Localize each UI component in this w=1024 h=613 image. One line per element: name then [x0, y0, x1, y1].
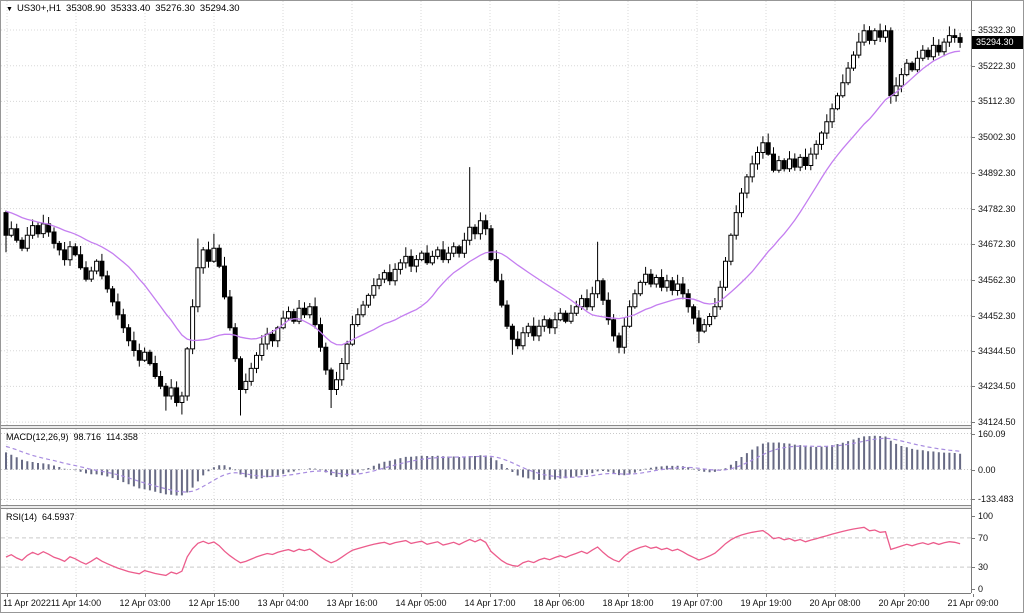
axis-tick [971, 209, 975, 210]
price-axis-label: 34234.50 [978, 381, 1016, 391]
axis-divider [1, 593, 971, 594]
time-tick [559, 594, 560, 597]
rsi-line [5, 526, 961, 577]
axis-tick [971, 386, 975, 387]
panel-separator[interactable] [1, 425, 971, 429]
axis-tick [971, 173, 975, 174]
time-axis-label: 11 Apr 2022 [3, 598, 51, 608]
price-axis-label: 34452.30 [978, 311, 1016, 321]
time-axis-label: 13 Apr 04:00 [257, 598, 309, 608]
time-tick [421, 594, 422, 597]
axis-tick [971, 589, 975, 590]
rsi-axis-label: 0 [978, 584, 984, 594]
price-axis-label: 34892.30 [978, 168, 1016, 178]
macd-axis-label: 160.09 [978, 429, 1006, 439]
price-axis-label: 34344.50 [978, 346, 1016, 356]
time-axis-label: 19 Apr 07:00 [671, 598, 723, 608]
axis-tick [971, 422, 975, 423]
bear-candles [3, 30, 963, 403]
chart-symbol-header: ▼ US30+,H1 35308.90 35333.40 35276.30 35294.3… [6, 3, 245, 14]
time-axis-label: 21 Apr 09:00 [947, 598, 999, 608]
axis-tick [971, 66, 975, 67]
time-tick [490, 594, 491, 597]
time-axis-label: 12 Apr 15:00 [188, 598, 240, 608]
macd-signal-value: 114.358 [106, 432, 138, 442]
axis-tick [971, 244, 975, 245]
symbol-dropdown-icon[interactable]: ▼ [6, 6, 13, 13]
bar-open-value: 35308.90 [66, 3, 106, 14]
time-axis-label: 19 Apr 19:00 [740, 598, 792, 608]
time-tick [766, 594, 767, 597]
rsi-axis-label: 100 [978, 511, 994, 521]
time-tick [214, 594, 215, 597]
time-tick [835, 594, 836, 597]
current-price-badge: 35294.30 [972, 36, 1023, 49]
axis-tick [971, 470, 975, 471]
time-axis-label: 12 Apr 03:00 [119, 598, 171, 608]
rsi-panel-plot[interactable] [1, 509, 971, 593]
axis-tick [971, 351, 975, 352]
axis-tick [971, 101, 975, 102]
price-axis-label: 35002.30 [978, 132, 1016, 142]
time-axis-label: 20 Apr 20:00 [878, 598, 930, 608]
axis-tick [971, 280, 975, 281]
price-chart-plot[interactable] [1, 1, 971, 425]
time-tick [145, 594, 146, 597]
time-axis-label: 18 Apr 18:00 [602, 598, 654, 608]
macd-histogram [5, 435, 962, 496]
price-axis-label: 35332.30 [978, 25, 1016, 35]
macd-axis-label: -133.483 [978, 494, 1014, 504]
price-axis-label: 35222.30 [978, 61, 1016, 71]
time-axis-label: 14 Apr 05:00 [395, 598, 447, 608]
time-tick [7, 594, 8, 597]
rsi-name: RSI(14) [6, 512, 38, 522]
axis-tick [971, 137, 975, 138]
time-tick [352, 594, 353, 597]
price-axis-label: 34124.50 [978, 417, 1016, 427]
price-axis-label: 34562.30 [978, 275, 1016, 285]
time-axis-label: 20 Apr 08:00 [809, 598, 861, 608]
axis-tick [971, 516, 975, 517]
axis-tick [971, 316, 975, 317]
price-axis-label: 34672.30 [978, 239, 1016, 249]
time-tick [628, 594, 629, 597]
time-axis[interactable]: 11 Apr 2022 11 Apr 14:00 12 Apr 03:00 12 Ap… [1, 594, 1023, 612]
axis-tick [971, 499, 975, 500]
bar-low-value: 35276.30 [155, 3, 195, 14]
macd-indicator-label: MACD(12,26,9) 98.716 114.358 [6, 432, 143, 442]
time-axis-label: 13 Apr 16:00 [326, 598, 378, 608]
axis-tick [971, 30, 975, 31]
price-axis-label: 35112.30 [978, 96, 1015, 106]
axis-tick [971, 567, 975, 568]
panel-separator[interactable] [1, 505, 971, 509]
macd-axis-label: 0.00 [978, 465, 996, 475]
time-axis-label: 18 Apr 06:00 [533, 598, 585, 608]
rsi-value: 64.5937 [42, 512, 75, 522]
macd-signal-line [5, 437, 961, 493]
axis-tick [971, 434, 975, 435]
bull-candles [8, 30, 952, 403]
rsi-axis-label: 70 [978, 533, 989, 543]
time-axis-label: 11 Apr 14:00 [50, 598, 102, 608]
bar-close-value: 35294.30 [199, 3, 240, 14]
rsi-indicator-label: RSI(14) 64.5937 [6, 512, 80, 522]
moving-average-line [5, 50, 961, 346]
price-axis-label: 34782.30 [978, 204, 1016, 214]
macd-value: 98.716 [73, 432, 102, 442]
price-axis[interactable]: 35294.30 35332.30 35222.30 35112.30 35002.3… [971, 1, 1023, 594]
symbol-timeframe-label: US30+,H1 [16, 3, 62, 14]
time-tick [76, 594, 77, 597]
time-tick [973, 594, 974, 597]
axis-tick [971, 538, 975, 539]
time-axis-label: 14 Apr 17:00 [464, 598, 516, 608]
rsi-axis-label: 30 [978, 562, 989, 572]
macd-panel-plot[interactable] [1, 429, 971, 505]
time-tick [697, 594, 698, 597]
time-tick [283, 594, 284, 597]
macd-name: MACD(12,26,9) [6, 432, 69, 442]
time-tick [904, 594, 905, 597]
bar-high-value: 35333.40 [110, 3, 151, 14]
price-axis-divider [971, 1, 972, 593]
